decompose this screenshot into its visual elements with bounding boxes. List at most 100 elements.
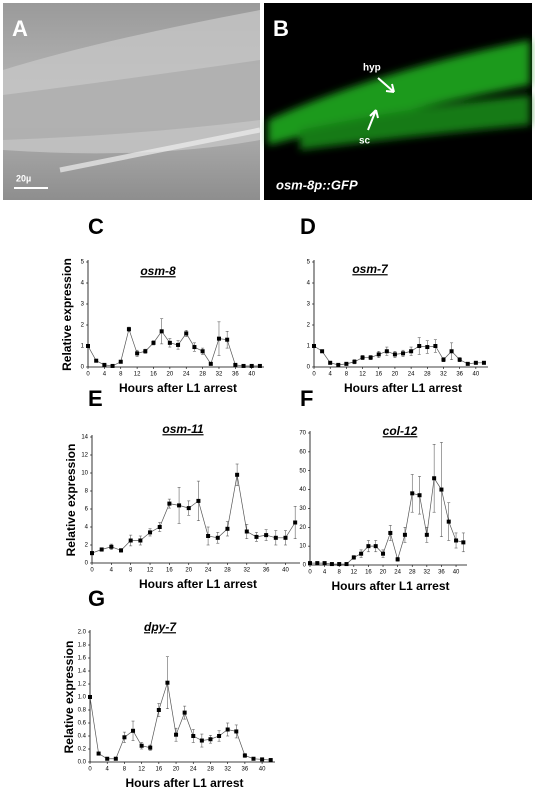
data-point: [449, 349, 454, 354]
y-tick-label: 0: [85, 561, 89, 567]
y-tick-label: 2: [85, 543, 89, 549]
y-axis-label: Relative expression: [64, 444, 78, 557]
data-point: [384, 349, 389, 354]
data-point: [366, 544, 371, 549]
y-tick-label: 14: [81, 435, 88, 441]
x-tick-label: 12: [134, 372, 141, 378]
data-point: [433, 344, 438, 348]
x-tick-label: 32: [216, 372, 223, 378]
x-tick-label: 16: [375, 372, 382, 378]
data-point: [368, 355, 373, 360]
x-tick-label: 20: [392, 372, 399, 378]
data-point: [337, 562, 342, 567]
data-point: [234, 729, 239, 734]
x-tick-label: 8: [119, 372, 123, 378]
x-tick-label: 36: [232, 372, 239, 378]
data-point: [465, 361, 470, 366]
data-point: [135, 351, 140, 356]
data-point: [257, 363, 262, 368]
data-point: [328, 360, 333, 365]
data-point: [96, 751, 101, 756]
data-point: [441, 357, 446, 362]
data-point: [206, 534, 211, 538]
x-tick-label: 40: [282, 568, 289, 574]
x-tick-label: 8: [129, 568, 133, 574]
data-point: [99, 547, 104, 552]
data-point: [242, 753, 247, 758]
data-point: [113, 756, 118, 761]
data-point: [249, 363, 254, 368]
data-point: [254, 534, 259, 539]
data-point: [352, 359, 357, 364]
data-point: [376, 352, 381, 357]
x-tick-label: 28: [207, 767, 214, 773]
x-tick-label: 20: [185, 568, 192, 574]
x-tick-label: 36: [438, 570, 445, 576]
data-point: [184, 331, 189, 336]
y-tick-label: 0.0: [78, 760, 87, 766]
chart-title: dpy-7: [144, 620, 177, 634]
data-point: [90, 551, 94, 556]
x-tick-label: 0: [312, 372, 316, 378]
data-point: [336, 362, 341, 367]
data-point: [177, 503, 182, 508]
y-tick-label: 40: [299, 487, 306, 493]
chart-title: osm-8: [140, 264, 176, 278]
y-tick-label: 0: [303, 563, 307, 569]
data-point: [308, 561, 312, 566]
data-point: [167, 340, 172, 345]
x-tick-label: 4: [323, 570, 327, 576]
data-point: [159, 329, 164, 334]
x-tick-label: 32: [243, 568, 250, 574]
data-point: [381, 551, 386, 556]
data-point: [461, 540, 466, 545]
x-tick-label: 24: [205, 568, 212, 574]
data-point: [235, 472, 240, 477]
panel-label: G: [88, 586, 105, 611]
y-tick-label: 1.8: [78, 643, 87, 649]
data-point: [344, 562, 349, 567]
panel-label: E: [88, 386, 103, 411]
data-point: [156, 708, 161, 712]
x-tick-label: 16: [150, 372, 157, 378]
data-point: [320, 349, 325, 354]
data-point: [359, 551, 364, 556]
y-tick-label: 2: [81, 323, 85, 329]
data-point: [315, 561, 320, 566]
data-point: [251, 756, 256, 761]
x-tick-label: 24: [394, 570, 401, 576]
data-point: [192, 345, 197, 350]
x-tick-label: 8: [345, 372, 349, 378]
data-point: [138, 538, 143, 543]
data-point: [264, 533, 269, 538]
data-point: [417, 344, 422, 348]
chart-title: osm-7: [352, 262, 389, 276]
x-tick-label: 20: [167, 372, 174, 378]
data-point: [312, 344, 316, 348]
y-tick-label: 1.6: [78, 656, 87, 662]
data-point: [208, 361, 213, 366]
data-point: [233, 362, 238, 367]
data-point: [122, 735, 127, 740]
data-point: [329, 562, 334, 567]
x-tick-label: 4: [329, 372, 333, 378]
data-point: [344, 361, 349, 366]
data-point: [217, 734, 222, 738]
data-point: [143, 349, 148, 354]
x-axis-label: Hours after L1 arrest: [119, 381, 237, 395]
y-tick-label: 20: [299, 525, 306, 531]
data-point: [128, 538, 133, 543]
y-tick-label: 5: [307, 260, 311, 266]
data-point: [425, 345, 430, 350]
x-tick-label: 20: [173, 767, 180, 773]
data-point: [110, 363, 115, 368]
data-line: [87, 327, 260, 367]
x-tick-label: 32: [440, 372, 447, 378]
x-axis-label: Hours after L1 arrest: [344, 381, 462, 395]
data-line: [313, 345, 484, 366]
data-point: [174, 732, 179, 737]
data-point: [94, 358, 99, 363]
x-tick-label: 16: [166, 568, 173, 574]
scale-bar-label: 20µ: [16, 173, 31, 183]
